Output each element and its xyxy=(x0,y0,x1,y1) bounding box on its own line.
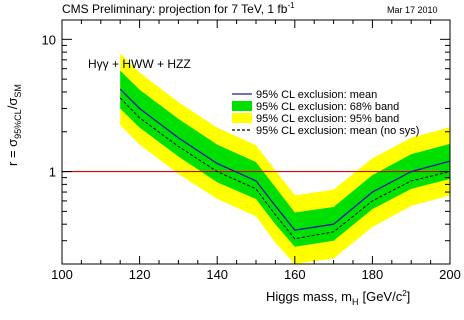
x-tick-label: 100 xyxy=(51,267,73,282)
line-95-cl-exclusion-mean-no-sys- xyxy=(119,97,451,240)
y-axis-label: r = σ95%CL/σSM xyxy=(5,84,23,166)
legend-swatch xyxy=(232,113,252,123)
legend-label: 95% CL exclusion: mean xyxy=(256,89,377,101)
chart-title: CMS Preliminary: projection for 7 TeV, 1… xyxy=(62,1,295,16)
x-tick-label: 200 xyxy=(439,267,461,282)
bands-layer xyxy=(120,53,450,264)
channel-annotation: Hγγ + HWW + HZZ xyxy=(88,57,191,71)
y-tick-label: 1 xyxy=(49,165,56,180)
legend-label: 95% CL exclusion: 95% band xyxy=(256,113,399,125)
x-axis-label: Higgs mass, mH [GeV/c2] xyxy=(266,289,410,307)
legend-swatch xyxy=(232,101,252,111)
x-tick-label: 160 xyxy=(284,267,306,282)
line-95-cl-exclusion-mean xyxy=(119,88,451,231)
legend-label: 95% CL exclusion: mean (no sys) xyxy=(256,125,419,137)
x-tick-label: 120 xyxy=(129,267,151,282)
chart-date: Mar 17 2010 xyxy=(387,5,438,15)
axis-ticks: 100 120 140 160 180 200 1 10 xyxy=(42,20,461,282)
lines-layer xyxy=(119,88,451,240)
y-tick-label: 10 xyxy=(42,32,56,47)
band-95-cl-exclusion-68-band xyxy=(120,70,450,247)
legend-label: 95% CL exclusion: 68% band xyxy=(256,101,399,113)
x-tick-label: 140 xyxy=(206,267,228,282)
x-tick-label: 180 xyxy=(362,267,384,282)
